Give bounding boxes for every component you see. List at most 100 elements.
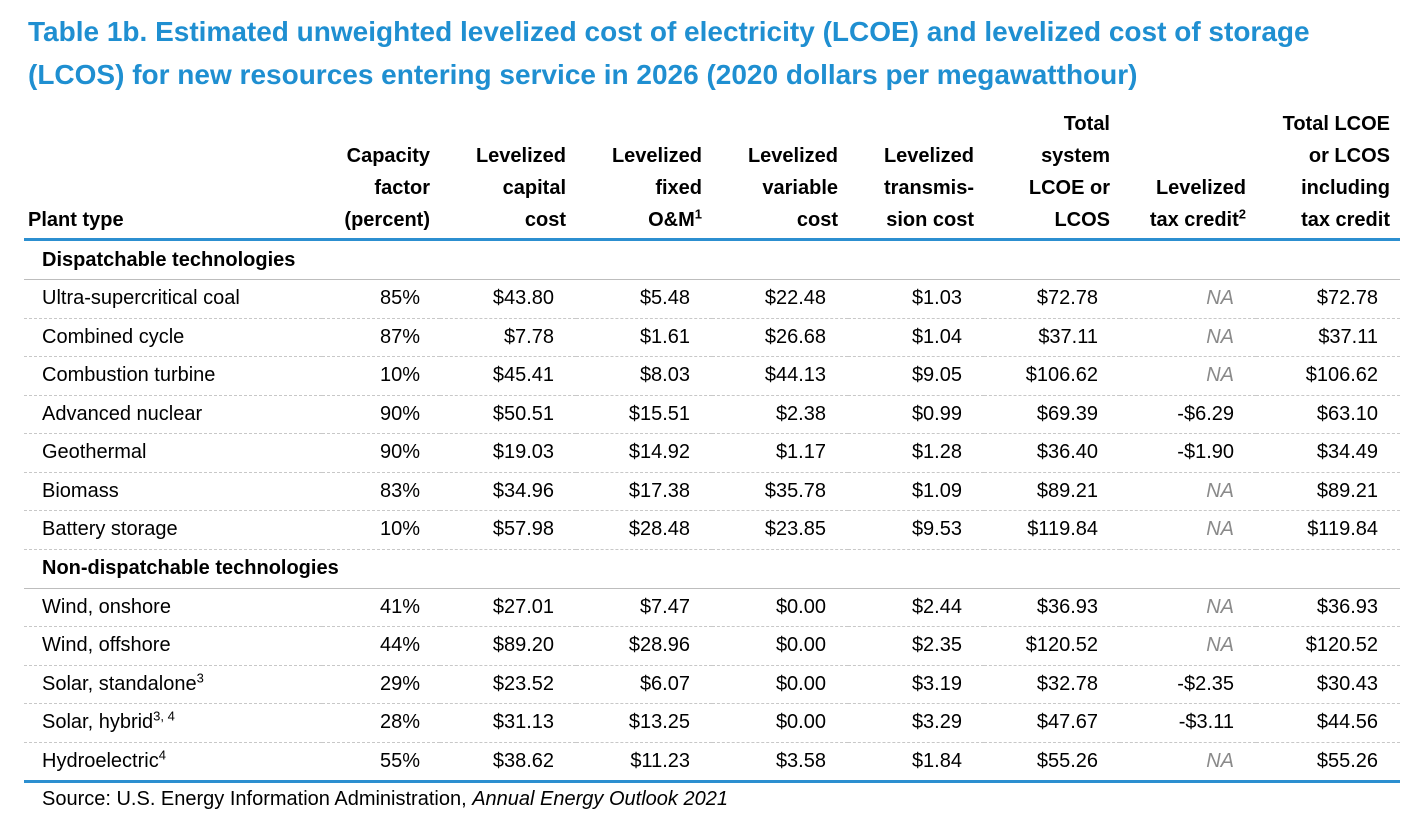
cell-tax-credit: -$6.29: [1120, 395, 1256, 434]
table-row: Hydroelectric4 55% $38.62 $11.23 $3.58 $1.84 $…: [24, 742, 1400, 783]
group-header-row: Dispatchable technologies: [24, 239, 1400, 280]
source-prefix: Source: U.S. Energy Information Administ…: [42, 788, 467, 810]
cell-total-lcoe: $47.67: [984, 703, 1120, 743]
footnote-marker: 1: [694, 206, 702, 222]
cell-transmission-cost: $1.09: [848, 472, 984, 511]
cell-total-including-credit: $119.84: [1256, 510, 1400, 550]
footnote-marker: 4: [158, 747, 166, 763]
footnote-marker: 3: [196, 670, 204, 686]
table-row: Combustion turbine 10% $45.41 $8.03 $44.13 $9…: [24, 356, 1400, 396]
cell-total-including-credit: $72.78: [1256, 279, 1400, 319]
header-row: Plant type Capacity factor (percent) Level…: [24, 108, 1400, 241]
header-plant-type: Plant type: [24, 108, 322, 241]
cell-capacity-factor: 44%: [322, 626, 440, 666]
cell-total-lcoe: $89.21: [984, 472, 1120, 511]
cell-transmission-cost: $9.53: [848, 510, 984, 550]
cell-tax-credit: NA: [1120, 588, 1256, 627]
cell-tax-credit: -$3.11: [1120, 703, 1256, 743]
table-row: Battery storage 10% $57.98 $28.48 $23.85 $9.5…: [24, 510, 1400, 550]
cell-tax-credit: NA: [1120, 472, 1256, 511]
plant-name: Battery storage: [42, 518, 178, 541]
cell-capacity-factor: 55%: [322, 742, 440, 783]
plant-name: Solar, standalone: [42, 672, 197, 695]
header-capacity-factor: Capacity factor (percent): [322, 108, 440, 241]
cell-capacity-factor: 41%: [322, 588, 440, 627]
header-variable-cost: Levelized variable cost: [712, 108, 848, 241]
cell-plant-type: Wind, onshore: [24, 588, 322, 627]
header-fixed-om: Levelized fixed O&M1: [576, 108, 712, 241]
cell-capital-cost: $38.62: [440, 742, 576, 783]
cell-total-including-credit: $89.21: [1256, 472, 1400, 511]
cell-capital-cost: $89.20: [440, 626, 576, 666]
cell-total-including-credit: $30.43: [1256, 665, 1400, 704]
table-row: Biomass 83% $34.96 $17.38 $35.78 $1.09 $89.21 N…: [24, 472, 1400, 511]
table-row: Advanced nuclear 90% $50.51 $15.51 $2.38 $0.9…: [24, 395, 1400, 434]
cell-plant-type: Combined cycle: [24, 318, 322, 357]
cell-total-lcoe: $106.62: [984, 356, 1120, 396]
cell-total-lcoe: $69.39: [984, 395, 1120, 434]
table-row: Solar, standalone3 29% $23.52 $6.07 $0.00 $3.…: [24, 665, 1400, 704]
cell-fixed-om: $17.38: [576, 472, 712, 511]
cell-transmission-cost: $1.84: [848, 742, 984, 783]
header-total-including-credit: Total LCOE or LCOS including tax credit: [1256, 108, 1400, 241]
cell-transmission-cost: $1.04: [848, 318, 984, 357]
cell-capacity-factor: 10%: [322, 510, 440, 550]
lcoe-table: Plant type Capacity factor (percent) Level…: [24, 108, 1400, 783]
cell-transmission-cost: $2.44: [848, 588, 984, 627]
cell-tax-credit: NA: [1120, 356, 1256, 396]
cell-capital-cost: $57.98: [440, 510, 576, 550]
table-row: Combined cycle 87% $7.78 $1.61 $26.68 $1.04 $3…: [24, 318, 1400, 357]
cell-total-including-credit: $36.93: [1256, 588, 1400, 627]
cell-variable-cost: $0.00: [712, 588, 848, 627]
cell-capital-cost: $7.78: [440, 318, 576, 357]
cell-plant-type: Ultra-supercritical coal: [24, 279, 322, 319]
cell-capital-cost: $43.80: [440, 279, 576, 319]
cell-transmission-cost: $1.28: [848, 433, 984, 473]
cell-plant-type: Solar, standalone3: [24, 665, 322, 704]
cell-fixed-om: $6.07: [576, 665, 712, 704]
table-row: Wind, offshore 44% $89.20 $28.96 $0.00 $2.35 $…: [24, 626, 1400, 666]
cell-fixed-om: $15.51: [576, 395, 712, 434]
table-title: Table 1b. Estimated unweighted levelized…: [28, 16, 1310, 90]
cell-total-including-credit: $37.11: [1256, 318, 1400, 357]
cell-variable-cost: $1.17: [712, 433, 848, 473]
plant-name: Wind, onshore: [42, 595, 171, 618]
cell-fixed-om: $28.96: [576, 626, 712, 666]
plant-name: Hydroelectric: [42, 749, 159, 772]
cell-capacity-factor: 90%: [322, 433, 440, 473]
cell-capital-cost: $19.03: [440, 433, 576, 473]
cell-capacity-factor: 85%: [322, 279, 440, 319]
table-row: Solar, hybrid3, 4 28% $31.13 $13.25 $0.00 $3.…: [24, 703, 1400, 743]
table-body: Dispatchable technologies Ultra-supercrit…: [24, 239, 1400, 783]
cell-transmission-cost: $3.29: [848, 703, 984, 743]
cell-fixed-om: $8.03: [576, 356, 712, 396]
cell-fixed-om: $5.48: [576, 279, 712, 319]
cell-tax-credit: NA: [1120, 279, 1256, 319]
table-row: Geothermal 90% $19.03 $14.92 $1.17 $1.28 $36.4…: [24, 433, 1400, 473]
plant-name: Combined cycle: [42, 325, 185, 348]
cell-capacity-factor: 87%: [322, 318, 440, 357]
cell-total-including-credit: $44.56: [1256, 703, 1400, 743]
cell-variable-cost: $3.58: [712, 742, 848, 783]
cell-tax-credit: -$2.35: [1120, 665, 1256, 704]
cell-variable-cost: $35.78: [712, 472, 848, 511]
cell-variable-cost: $26.68: [712, 318, 848, 357]
cell-tax-credit: NA: [1120, 742, 1256, 783]
cell-variable-cost: $2.38: [712, 395, 848, 434]
cell-total-lcoe: $37.11: [984, 318, 1120, 357]
cell-variable-cost: $22.48: [712, 279, 848, 319]
cell-plant-type: Advanced nuclear: [24, 395, 322, 434]
cell-capital-cost: $50.51: [440, 395, 576, 434]
cell-plant-type: Hydroelectric4: [24, 742, 322, 783]
plant-name: Wind, offshore: [42, 634, 171, 657]
plant-name: Combustion turbine: [42, 364, 216, 387]
cell-capacity-factor: 29%: [322, 665, 440, 704]
cell-total-including-credit: $55.26: [1256, 742, 1400, 783]
table-row: Wind, onshore 41% $27.01 $7.47 $0.00 $2.44 $36…: [24, 588, 1400, 627]
plant-name: Ultra-supercritical coal: [42, 287, 240, 310]
cell-plant-type: Solar, hybrid3, 4: [24, 703, 322, 743]
plant-name: Solar, hybrid: [42, 711, 154, 734]
cell-plant-type: Wind, offshore: [24, 626, 322, 666]
plant-name: Advanced nuclear: [42, 402, 203, 425]
footnote-marker: 3, 4: [153, 708, 175, 724]
